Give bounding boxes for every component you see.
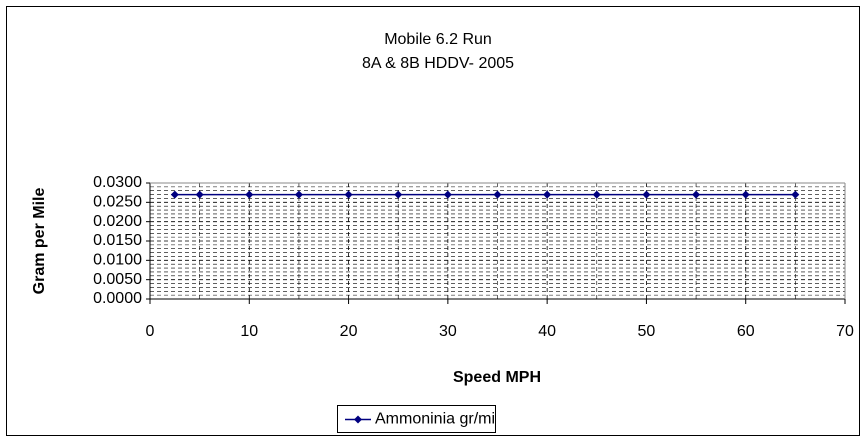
legend-label: Ammoninia gr/mi xyxy=(375,411,495,428)
x-tick-label: 0 xyxy=(146,323,155,340)
data-point xyxy=(394,190,403,199)
y-tick-label: 0.0000 xyxy=(93,290,142,307)
data-point xyxy=(543,190,552,199)
data-point xyxy=(294,190,303,199)
x-tick-label: 10 xyxy=(240,323,258,340)
x-tick-label: 30 xyxy=(439,323,457,340)
data-point xyxy=(791,190,800,199)
x-tick-label: 70 xyxy=(836,323,854,340)
data-point xyxy=(195,190,204,199)
chart-subtitle: 8A & 8B HDDV- 2005 xyxy=(362,55,514,72)
data-point xyxy=(741,190,750,199)
y-axis-label: Gram per Mile xyxy=(31,188,48,295)
chart-border xyxy=(6,6,860,436)
x-tick-label: 60 xyxy=(737,323,755,340)
data-point xyxy=(344,190,353,199)
data-point xyxy=(692,190,701,199)
legend-marker xyxy=(354,415,362,424)
y-tick-label: 0.0300 xyxy=(93,174,142,191)
x-tick-label: 50 xyxy=(638,323,656,340)
x-tick-label: 40 xyxy=(538,323,556,340)
data-point xyxy=(642,190,651,199)
data-point xyxy=(443,190,452,199)
x-tick-label: 20 xyxy=(340,323,358,340)
data-point xyxy=(245,190,254,199)
data-point xyxy=(592,190,601,199)
data-point xyxy=(170,190,179,199)
x-axis-label: Speed MPH xyxy=(453,369,541,386)
y-tick-label: 0.0200 xyxy=(93,213,142,230)
y-tick-label: 0.0150 xyxy=(93,232,142,249)
y-tick-label: 0.0250 xyxy=(93,194,142,211)
data-point xyxy=(493,190,502,199)
y-tick-label: 0.0100 xyxy=(93,252,142,269)
y-tick-label: 0.0050 xyxy=(93,271,142,288)
chart-title: Mobile 6.2 Run xyxy=(384,31,492,48)
